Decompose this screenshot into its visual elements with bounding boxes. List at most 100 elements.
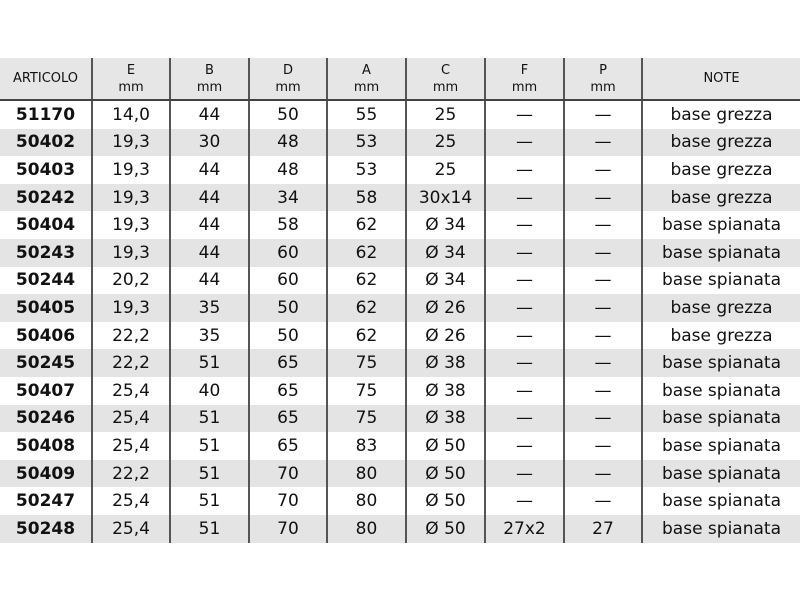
table-cell: 50 (248, 100, 327, 129)
table-cell: — (563, 376, 642, 405)
table-cell: Ø 50 (405, 514, 485, 543)
table-cell: 65 (248, 404, 327, 433)
table-cell: 22,2 (91, 459, 170, 488)
table-cell: — (563, 404, 642, 433)
table-row: 50245 22,2 51 65 75 Ø 38— — base spianata (0, 349, 800, 377)
table-cell: 19,3 (91, 128, 170, 157)
table-cell: 58 (326, 183, 406, 212)
table-cell: 35 (169, 321, 249, 350)
table-cell: base spianata (641, 432, 800, 460)
table-cell: 27x2 (484, 514, 564, 543)
table-cell: 80 (326, 459, 406, 488)
table-cell: 50 (248, 294, 327, 322)
table-cell: — (484, 349, 564, 377)
table-cell: — (484, 294, 564, 322)
column-header-note: NOTE (641, 58, 800, 101)
table-cell: — (563, 432, 642, 460)
table-cell: 75 (326, 349, 406, 377)
header-label: C (440, 62, 451, 78)
table-cell: 19,3 (91, 183, 170, 212)
table-cell: base grezza (641, 128, 800, 157)
table-cell: — (563, 349, 642, 377)
table-cell: 44 (169, 183, 249, 212)
table-row: 50404 19,3 44 58 62 Ø 34— — base spianata (0, 211, 800, 239)
table-cell: 51 (169, 459, 249, 488)
table-cell: 62 (326, 321, 406, 350)
header-unit: mm (353, 79, 380, 95)
table-cell: — (563, 487, 642, 515)
table-cell: Ø 38 (405, 376, 485, 405)
table-cell: 51 (169, 404, 249, 433)
header-label: E (126, 62, 136, 78)
table-cell: 40 (169, 376, 249, 405)
table-cell: base grezza (641, 321, 800, 350)
table-cell: 62 (326, 294, 406, 322)
table-cell: 25,4 (91, 376, 170, 405)
table-cell: 20,2 (91, 266, 170, 295)
article-cell: 50406 (15, 325, 76, 346)
table-cell: Ø 34 (405, 266, 485, 295)
header-label: F (520, 62, 529, 78)
table-cell: 51 (169, 432, 249, 460)
table-cell: base grezza (641, 183, 800, 212)
table-row: 50243 19,3 44 60 62 Ø 34— — base spianata (0, 238, 800, 267)
table-cell: — (563, 459, 642, 488)
table-row: 50409 22,2 51 70 80 Ø 50— — base spianata (0, 459, 800, 488)
table-cell: — (484, 487, 564, 515)
header-unit: mm (275, 79, 301, 95)
article-cell: 50403 (15, 159, 76, 180)
table-cell: 65 (248, 432, 327, 460)
table-cell: — (563, 128, 642, 157)
table-cell: base grezza (641, 294, 800, 322)
table-cell: 60 (248, 238, 327, 267)
table-cell: — (563, 294, 642, 322)
table-cell: 22,2 (91, 321, 170, 350)
header-label: B (205, 62, 214, 78)
table-cell: base grezza (641, 100, 800, 129)
table-cell: base spianata (641, 459, 800, 488)
table-cell: 70 (248, 514, 327, 543)
header-label: ARTICOLO (12, 71, 79, 86)
table-cell: 30x14 (405, 183, 485, 212)
article-cell: 50246 (0, 404, 92, 433)
article-cell: 50242 (0, 183, 92, 212)
table-cell: 19,3 (91, 211, 170, 239)
article-cell: 50247 (15, 491, 76, 512)
article-cell: 50405 (0, 294, 92, 322)
table-cell: Ø 50 (405, 487, 485, 515)
table-cell: 70 (248, 487, 327, 515)
table-cell: Ø 38 (405, 404, 485, 433)
table-cell: Ø 26 (405, 294, 485, 322)
header-unit: mm (432, 79, 459, 95)
table-cell: — (484, 459, 564, 488)
article-cell: 50248 (0, 514, 92, 543)
column-header-articolo: ARTICOLO (0, 58, 92, 101)
table-cell: 27 (563, 514, 642, 543)
table-cell: 53 (326, 156, 406, 184)
header-label: D (282, 62, 293, 78)
table-cell: 25,4 (91, 487, 170, 515)
table-cell: 51 (169, 487, 249, 515)
table-cell: 83 (326, 432, 406, 460)
article-cell: 50245 (0, 349, 92, 377)
table-row: 50246 25,4 51 65 75 Ø 38— — base spianata (0, 404, 800, 433)
header-unit: mm (118, 79, 144, 95)
table-cell: 44 (169, 238, 249, 267)
table-row: 50408 25,4 51 65 83 Ø 50— — base spianata (0, 432, 800, 460)
table-row: 50406 22,2 35 50 62 Ø 26— — base grezza (0, 321, 800, 350)
table-cell: Ø 34 (405, 211, 485, 239)
table-cell: base spianata (641, 514, 800, 543)
table-cell: 80 (326, 487, 406, 515)
article-cell: 50409 (0, 459, 92, 488)
table-cell: — (563, 211, 642, 239)
table-cell: 62 (326, 238, 406, 267)
table-cell: — (563, 266, 642, 295)
table-row: 50244 20,2 44 60 62 Ø 34— — base spianata (0, 266, 800, 295)
table-cell: base spianata (641, 487, 800, 515)
table-cell: — (484, 211, 564, 239)
table-cell: base spianata (641, 404, 800, 433)
